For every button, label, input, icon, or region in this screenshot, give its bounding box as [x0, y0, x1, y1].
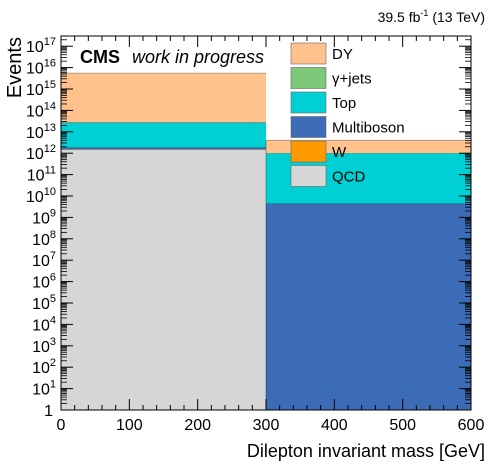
x-axis-title: Dilepton invariant mass [GeV]: [247, 441, 485, 461]
legend-label-dy: DY: [332, 46, 353, 63]
y-tick-label: 102: [32, 357, 56, 377]
legend-label-w: W: [332, 144, 347, 161]
legend-swatch-jets: [290, 67, 327, 89]
y-tick-label: 1016: [26, 58, 56, 78]
y-tick-label: 1010: [26, 186, 56, 206]
axis-ticks: [60, 36, 472, 411]
x-tick-labels: 0 100 200 300 400 500 600: [57, 417, 485, 434]
x-tick-label: 500: [389, 417, 416, 434]
y-tick-label: 108: [32, 229, 56, 249]
legend-label-qcd: QCD: [332, 169, 366, 186]
y-tick-label: 1: [44, 403, 53, 420]
stacked-bars: [61, 72, 471, 410]
legend-swatch-qcd: [290, 165, 327, 187]
y-tick-label: 1015: [26, 79, 56, 99]
x-tick-label: 200: [184, 417, 211, 434]
bar-qcd-bin-1: [61, 149, 266, 410]
y-tick-label: 107: [32, 250, 56, 270]
luminosity-label: 39.5 fb-1 (13 TeV): [378, 8, 485, 25]
legend-swatch-w: [290, 140, 327, 163]
y-axis-title: Events: [4, 37, 26, 98]
y-tick-label: 104: [32, 314, 56, 334]
legend-swatch-top: [290, 91, 327, 114]
bar-multiboson-bin-1: [61, 147, 266, 150]
legend-swatch-dy: [290, 42, 327, 65]
y-tick-label: 103: [32, 336, 56, 356]
x-tick-label: 300: [253, 417, 280, 434]
y-tick-labels: 1 101102103104105106107108109101010111012…: [26, 36, 56, 420]
x-tick-label: 100: [116, 417, 143, 434]
x-tick-label: 600: [458, 417, 485, 434]
y-tick-label: 105: [32, 293, 56, 313]
y-tick-label: 101: [32, 379, 56, 399]
legend-label-top: Top: [332, 95, 356, 112]
y-tick-label: 106: [32, 272, 56, 292]
y-tick-label: 109: [32, 207, 56, 227]
bar-multiboson-bin-2: [266, 203, 471, 410]
y-tick-label: 1014: [26, 100, 56, 120]
legend-swatch-multiboson: [290, 116, 327, 138]
experiment-label: CMS: [80, 47, 120, 67]
legend: DY γ+jets Top Multiboson W QCD: [290, 42, 405, 187]
x-tick-label: 0: [57, 417, 66, 434]
bar-top-bin-1: [61, 122, 266, 148]
legend-label-multiboson: Multiboson: [332, 120, 405, 137]
bar-dy-bin-1: [61, 73, 266, 123]
y-tick-label: 1013: [26, 122, 56, 142]
x-tick-label: 400: [321, 417, 348, 434]
y-tick-label: 1017: [26, 36, 56, 56]
y-tick-label: 1011: [27, 165, 56, 185]
legend-label-jets: γ+jets: [332, 71, 372, 88]
y-tick-label: 1012: [26, 143, 56, 163]
status-label: work in progress: [132, 47, 264, 67]
